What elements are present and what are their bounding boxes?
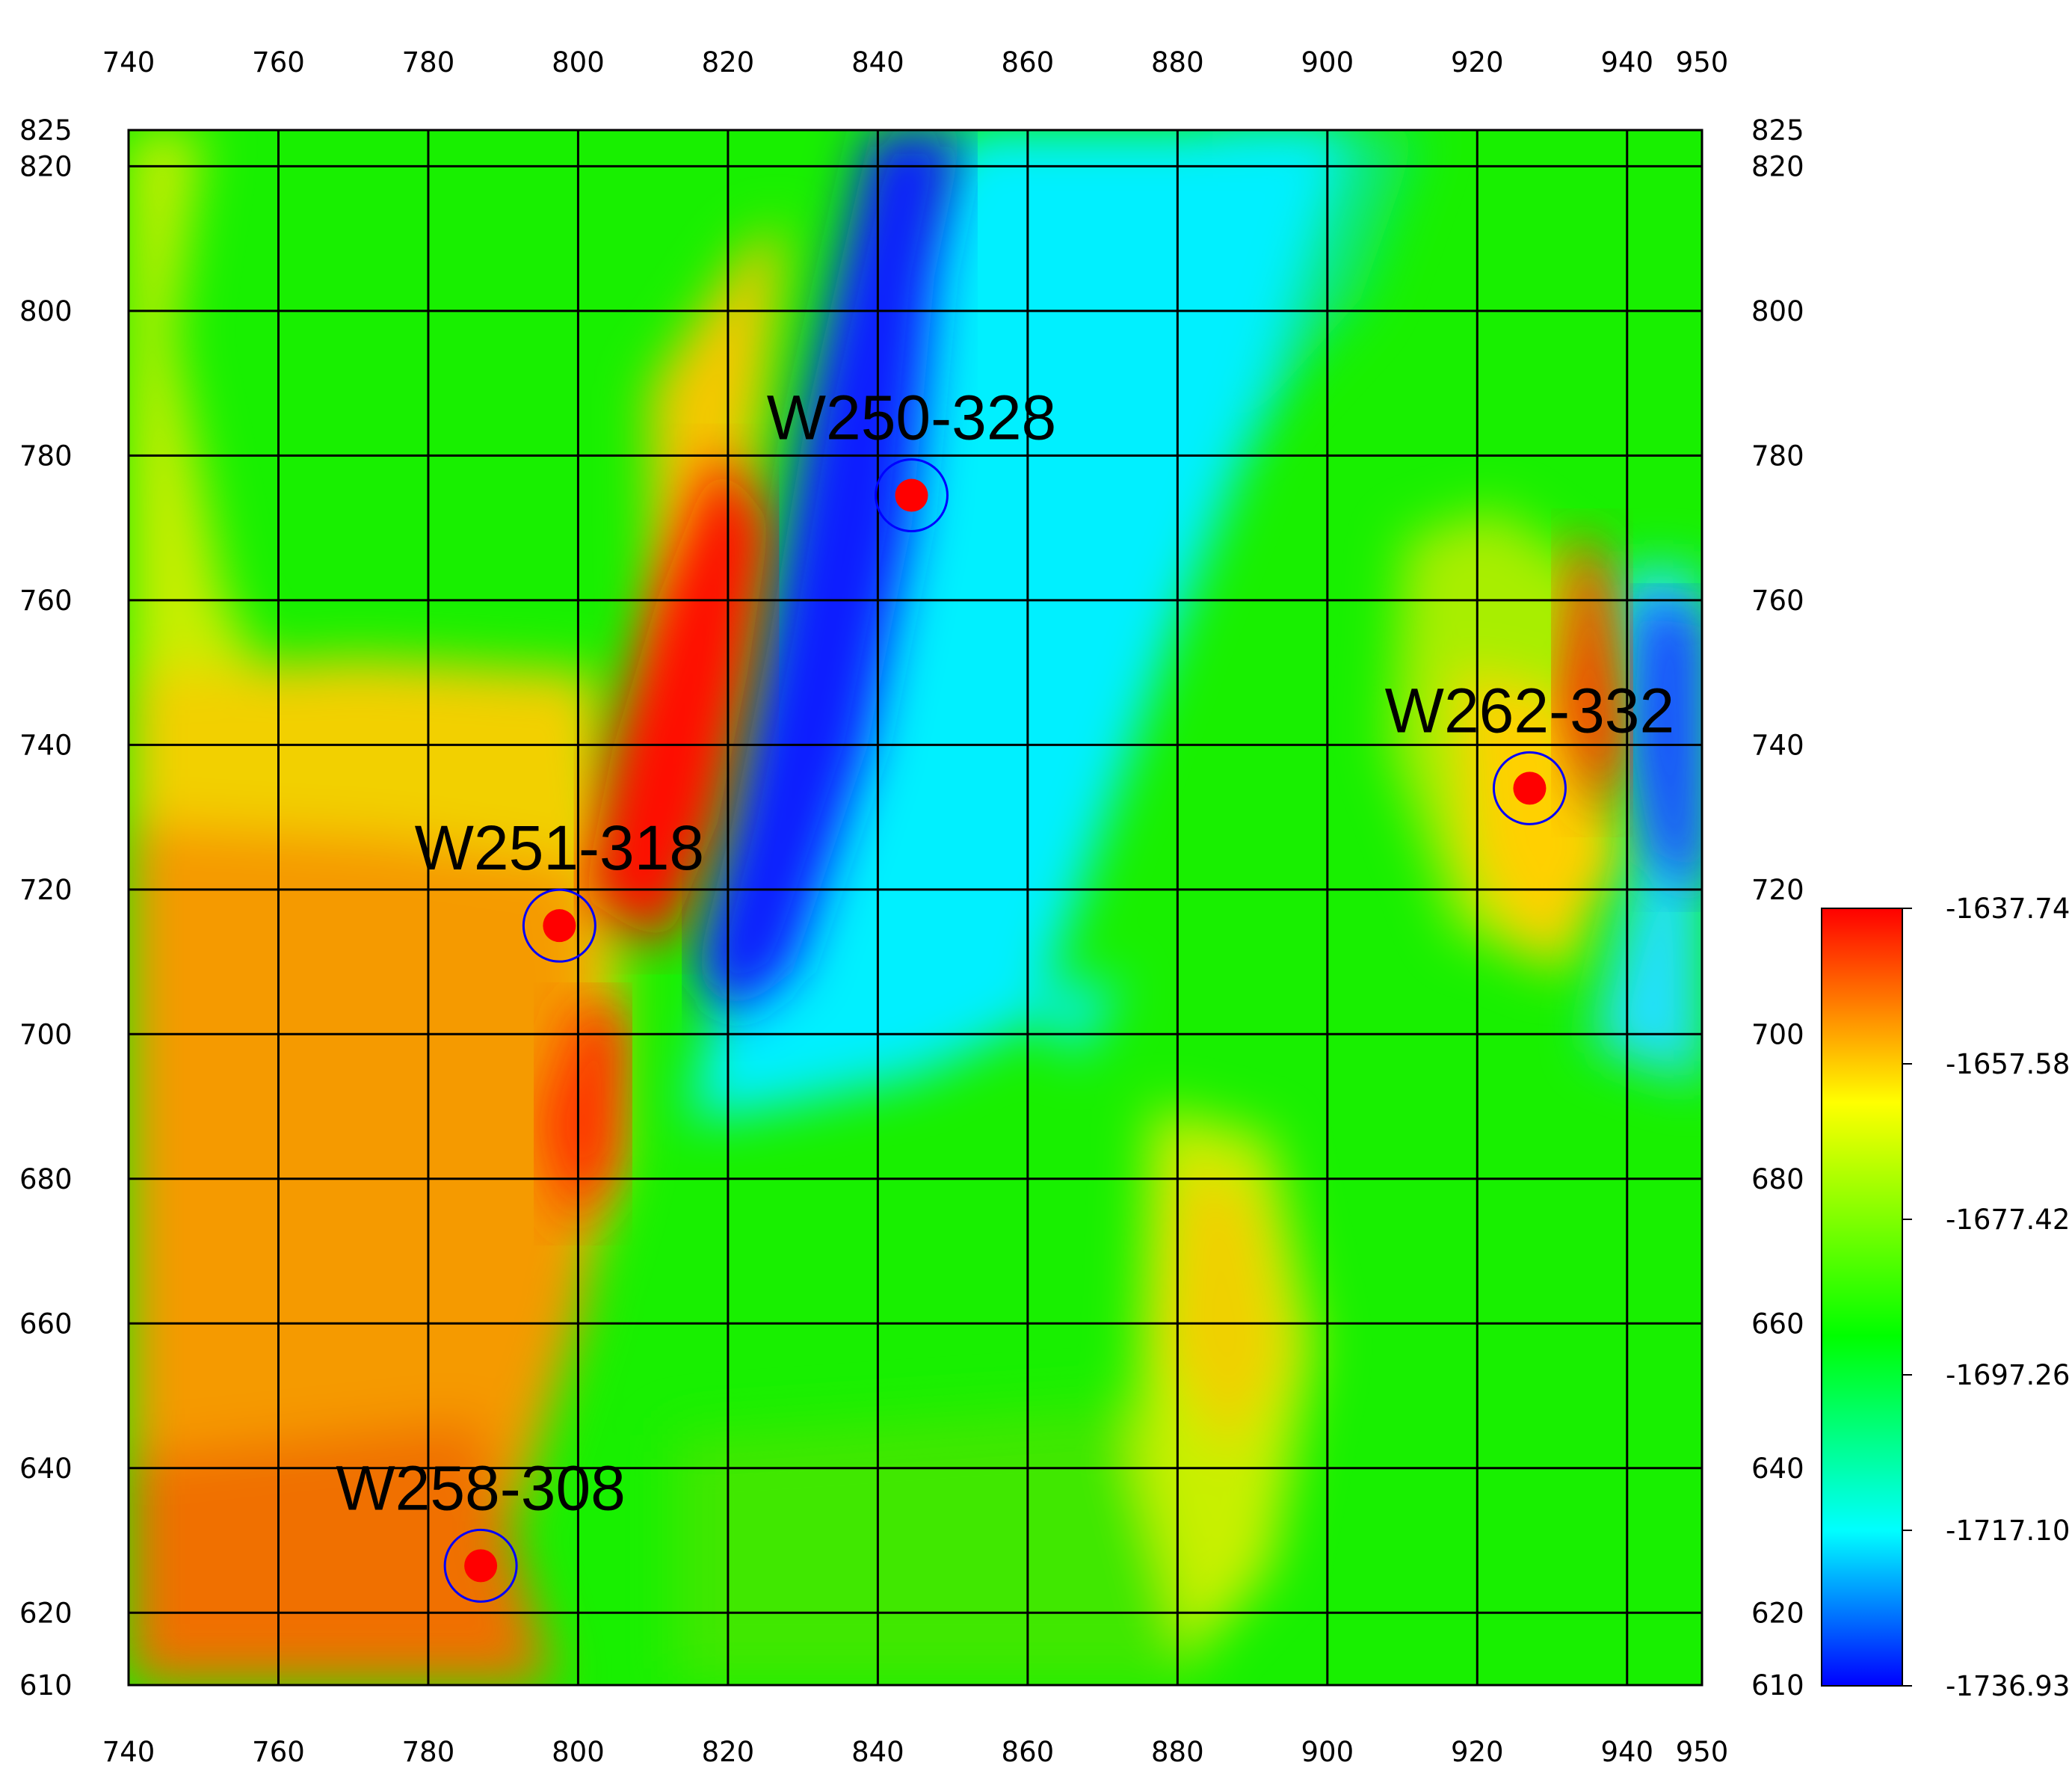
x-tick-top-740: 740: [102, 46, 155, 78]
colorbar-label: -1657.58: [1946, 1048, 2070, 1080]
grid-lines: [129, 130, 1702, 1685]
x-tick-bottom-780: 780: [402, 1736, 455, 1768]
y-tick-left-620: 620: [19, 1597, 73, 1629]
x-tick-bottom-840: 840: [851, 1736, 904, 1768]
y-tick-right-800: 800: [1751, 295, 1804, 327]
x-tick-top-820: 820: [702, 46, 755, 78]
well-ring: [522, 888, 596, 963]
y-tick-right-760: 760: [1751, 585, 1804, 617]
well-W262-332: W262-332: [1385, 675, 1675, 825]
colorbar-label: -1637.74: [1946, 893, 2070, 925]
x-tick-bottom-760: 760: [252, 1736, 305, 1768]
y-tick-left-760: 760: [19, 585, 73, 617]
y-tick-left-825: 825: [19, 114, 73, 147]
depth-surface: [129, 130, 1702, 1685]
y-tick-right-610: 610: [1751, 1669, 1804, 1702]
x-tick-top-900: 900: [1301, 46, 1354, 78]
well-W258-308: W258-308: [336, 1453, 626, 1603]
colorbar-label: -1717.10: [1946, 1515, 2070, 1547]
y-tick-right-820: 820: [1751, 150, 1804, 182]
y-tick-left-680: 680: [19, 1163, 73, 1195]
y-tick-left-660: 660: [19, 1308, 73, 1340]
y-tick-right-740: 740: [1751, 729, 1804, 761]
y-tick-right-700: 700: [1751, 1018, 1804, 1050]
y-tick-right-660: 660: [1751, 1308, 1804, 1340]
well-label: W250-328: [767, 383, 1057, 453]
x-tick-top-940: 940: [1600, 46, 1653, 78]
x-tick-bottom-940: 940: [1600, 1736, 1653, 1768]
well-label: W251-318: [415, 813, 705, 883]
x-tick-bottom-860: 860: [1002, 1736, 1055, 1768]
y-tick-left-610: 610: [19, 1669, 73, 1702]
y-tick-right-720: 720: [1751, 874, 1804, 906]
well-label: W262-332: [1385, 675, 1675, 745]
colorbar-ticks: -1637.74 -1657.58 -1677.42 -1697.26 -1717.10…: [1902, 893, 2070, 1702]
x-tick-top-920: 920: [1451, 46, 1504, 78]
y-tick-left-780: 780: [19, 440, 73, 472]
well-ring: [1492, 751, 1567, 825]
y-tick-right-620: 620: [1751, 1597, 1804, 1629]
x-tick-bottom-920: 920: [1451, 1736, 1504, 1768]
well-ring: [874, 458, 949, 533]
x-tick-bottom-900: 900: [1301, 1736, 1354, 1768]
plot-frame: [127, 129, 1703, 1687]
y-tick-right-640: 640: [1751, 1453, 1804, 1485]
x-tick-top-950: 950: [1676, 46, 1729, 78]
well-marker: [464, 1549, 498, 1583]
x-tick-bottom-800: 800: [552, 1736, 605, 1768]
y-tick-left-820: 820: [19, 150, 73, 182]
y-tick-left-640: 640: [19, 1453, 73, 1485]
well-marker: [1513, 772, 1547, 805]
wells: W250-328 W262-332 W251-318 W258-308: [336, 383, 1675, 1603]
x-tick-bottom-820: 820: [702, 1736, 755, 1768]
y-tick-right-680: 680: [1751, 1163, 1804, 1195]
well-marker: [543, 909, 576, 943]
x-tick-top-800: 800: [552, 46, 605, 78]
well-marker: [895, 478, 928, 512]
x-tick-bottom-950: 950: [1676, 1736, 1729, 1768]
colorbar-label: -1677.42: [1946, 1204, 2070, 1236]
well-W251-318: W251-318: [415, 813, 705, 963]
colorbar-label: -1697.26: [1946, 1359, 2070, 1391]
y-tick-left-740: 740: [19, 729, 73, 761]
well-label: W258-308: [336, 1453, 626, 1523]
x-tick-top-840: 840: [851, 46, 904, 78]
x-tick-bottom-740: 740: [102, 1736, 155, 1768]
x-tick-top-880: 880: [1151, 46, 1204, 78]
y-tick-right-825: 825: [1751, 114, 1804, 147]
x-tick-top-860: 860: [1002, 46, 1055, 78]
x-axis-bottom: 740 760 780 800 820 840 860 880 900 920 940 950: [102, 1736, 1729, 1768]
y-tick-left-800: 800: [19, 295, 73, 327]
well-ring: [443, 1528, 518, 1603]
y-tick-right-780: 780: [1751, 440, 1804, 472]
x-axis-top: 740 760 780 800 820 840 860 880 900 920 940 950: [102, 46, 1729, 78]
colorbar: -1637.74 -1657.58 -1677.42 -1697.26 -1717.10…: [1821, 893, 2070, 1702]
x-tick-top-780: 780: [402, 46, 455, 78]
y-tick-left-720: 720: [19, 874, 73, 906]
colorbar-gradient: [1821, 908, 1903, 1687]
well-W250-328: W250-328: [767, 383, 1057, 533]
x-tick-bottom-880: 880: [1151, 1736, 1204, 1768]
x-tick-top-760: 760: [252, 46, 305, 78]
y-tick-left-700: 700: [19, 1018, 73, 1050]
colorbar-label: -1736.93: [1946, 1670, 2070, 1702]
